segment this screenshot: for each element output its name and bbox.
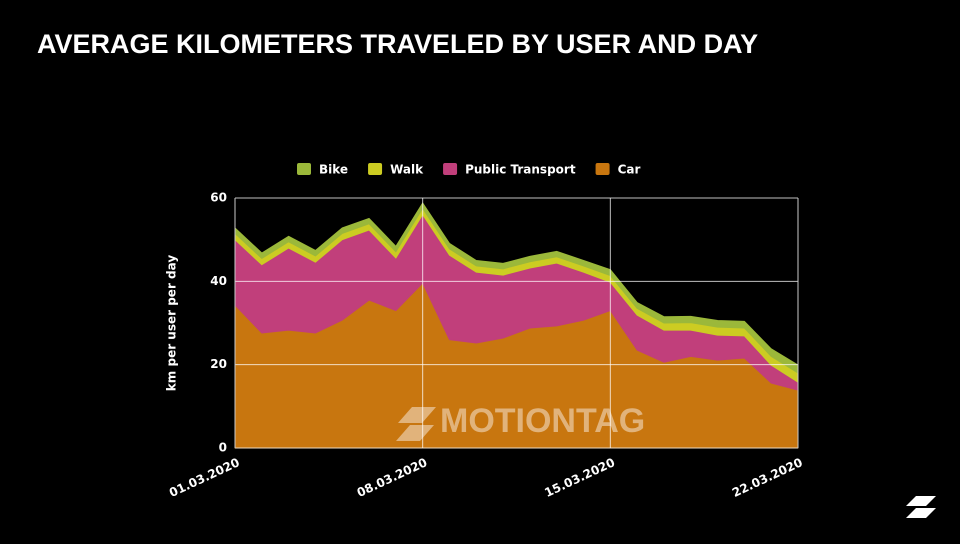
legend-label: Walk — [390, 163, 424, 177]
y-axis-label: km per user per day — [165, 255, 179, 392]
legend-swatch — [595, 163, 610, 175]
logo — [906, 496, 936, 518]
legend-label: Car — [618, 163, 641, 177]
x-tick-label: 01.03.2020 — [167, 455, 242, 500]
y-tick-label: 40 — [210, 274, 227, 288]
x-tick-label: 22.03.2020 — [730, 455, 805, 500]
y-tick-label: 0 — [219, 441, 227, 455]
x-tick-label: 15.03.2020 — [542, 455, 617, 500]
watermark-logo — [396, 425, 434, 441]
legend-swatch — [368, 163, 383, 175]
legend-label: Bike — [319, 163, 348, 177]
logo-shape — [906, 496, 936, 506]
chart-title: AVERAGE KILOMETERS TRAVELED BY USER AND … — [37, 29, 758, 59]
y-tick-label: 20 — [210, 357, 227, 371]
x-tick-label: 08.03.2020 — [355, 455, 430, 500]
y-tick-label: 60 — [210, 191, 227, 205]
logo-shape — [906, 508, 936, 518]
legend-swatch — [297, 163, 311, 175]
watermark: MOTIONTAG — [440, 402, 645, 440]
legend-label: Public Transport — [465, 163, 576, 177]
legend-swatch — [443, 163, 458, 175]
watermark-logo — [398, 407, 436, 423]
